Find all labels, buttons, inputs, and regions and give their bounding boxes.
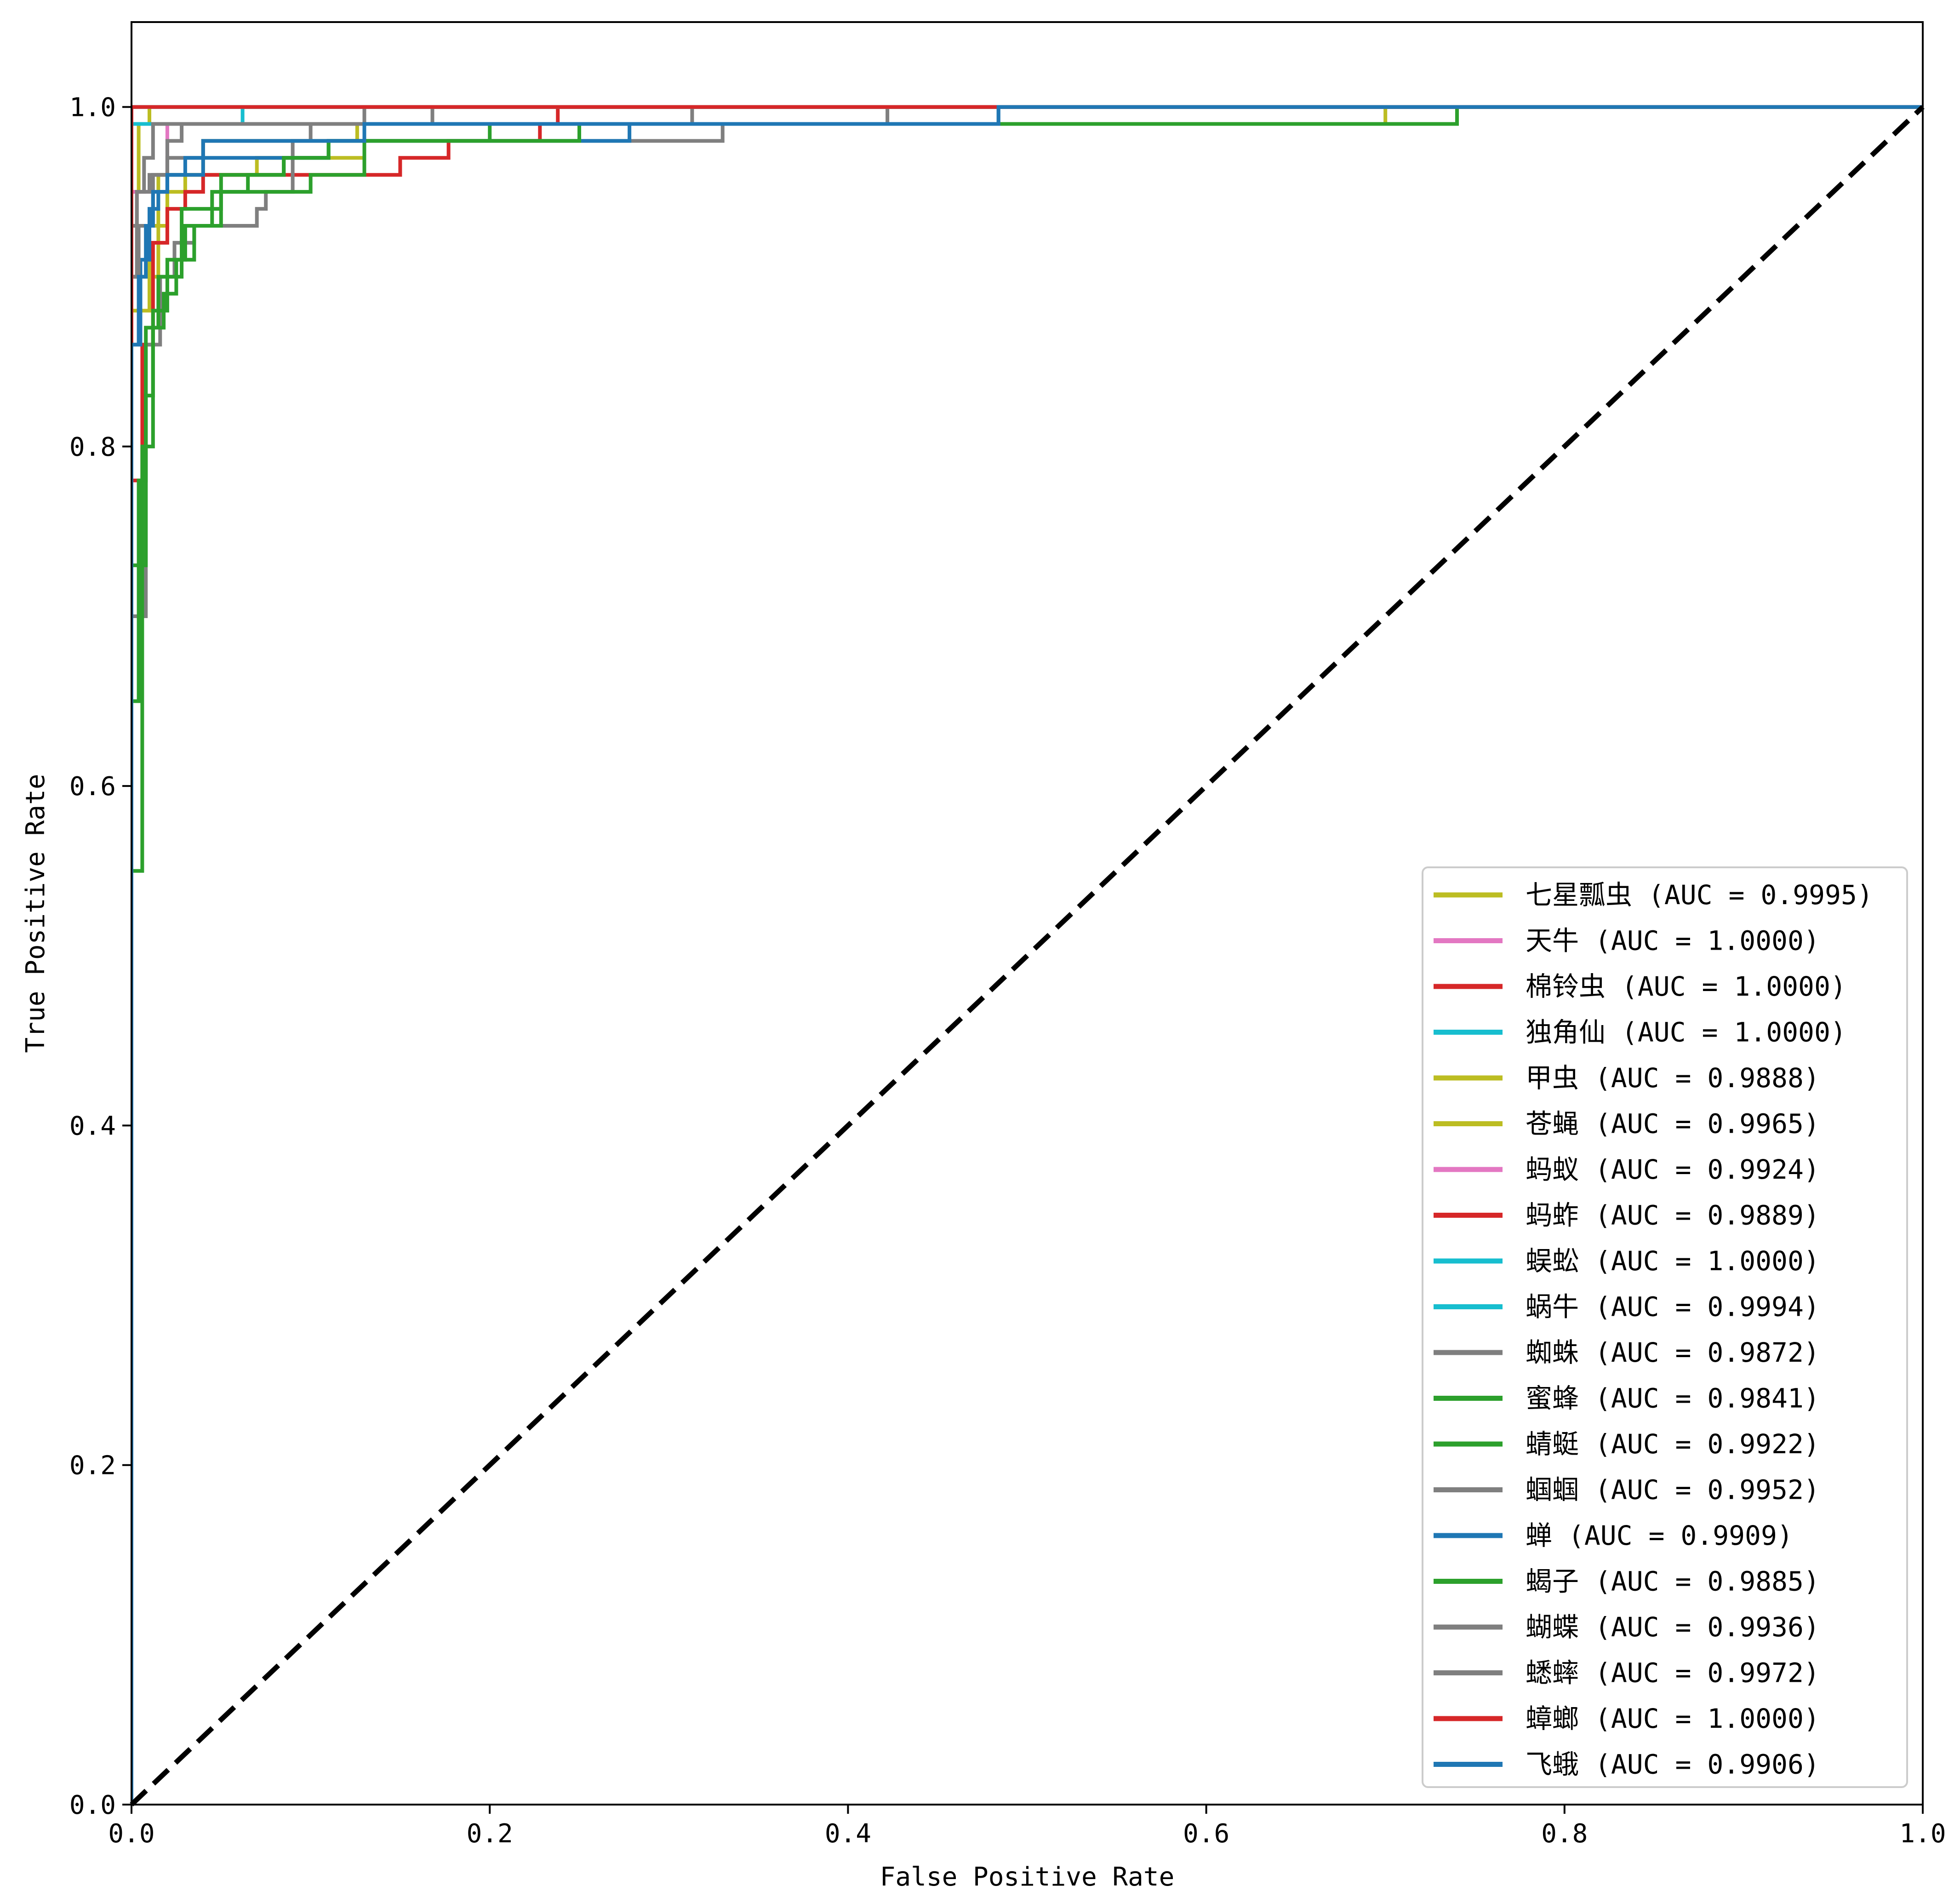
legend-label: 蝈蝈 (AUC = 0.9952) (1526, 1474, 1820, 1506)
legend-label: 蝎子 (AUC = 0.9885) (1526, 1566, 1820, 1597)
chance-diagonal-line (130, 105, 1925, 1806)
y-tick-label: 0.4 (69, 1111, 116, 1141)
x-tick-label: 0.4 (825, 1819, 871, 1849)
legend-label: 天牛 (AUC = 1.0000) (1526, 925, 1820, 957)
x-tick-label: 0.0 (108, 1819, 154, 1849)
legend-label: 蝉 (AUC = 0.9909) (1526, 1520, 1793, 1551)
legend-label: 蜈蚣 (AUC = 1.0000) (1526, 1245, 1820, 1277)
legend-label: 独角仙 (AUC = 1.0000) (1526, 1017, 1846, 1048)
legend-label: 棉铃虫 (AUC = 1.0000) (1526, 971, 1846, 1002)
roc-curve-18 (131, 105, 1923, 1805)
legend-label: 蜗牛 (AUC = 0.9994) (1526, 1291, 1820, 1323)
legend-label: 苍蝇 (AUC = 0.9965) (1526, 1108, 1820, 1140)
x-tick-label: 0.8 (1541, 1819, 1588, 1849)
legend-label: 蜘蛛 (AUC = 0.9872) (1526, 1337, 1820, 1368)
y-tick-label: 1.0 (69, 93, 116, 123)
y-axis-title: True Positive Rate (21, 774, 51, 1053)
x-axis-title: False Positive Rate (880, 1862, 1175, 1892)
legend-label: 蝴蝶 (AUC = 0.9936) (1526, 1611, 1820, 1643)
curves-layer (131, 105, 1923, 1805)
y-tick-label: 0.0 (69, 1790, 116, 1820)
legend-label: 甲虫 (AUC = 0.9888) (1526, 1062, 1820, 1094)
x-axis-ticks: 0.0 0.2 0.4 0.6 0.8 1.0 (108, 1805, 1946, 1849)
roc-curve-15 (131, 105, 1923, 1805)
legend-label: 蟋蟀 (AUC = 0.9972) (1526, 1657, 1820, 1689)
y-tick-label: 0.6 (69, 772, 116, 802)
y-axis-ticks: 0.0 0.2 0.4 0.6 0.8 1.0 (69, 93, 131, 1820)
x-tick-label: 0.2 (467, 1819, 513, 1849)
x-tick-label: 1.0 (1899, 1819, 1946, 1849)
roc-curve-16 (131, 105, 1923, 1805)
legend: 七星瓢虫 (AUC = 0.9995) 天牛 (AUC = 1.0000) 棉铃虫 … (1422, 866, 1908, 1788)
legend-box (1422, 866, 1908, 1788)
legend-label: 七星瓢虫 (AUC = 0.9995) (1526, 879, 1873, 911)
legend-label: 蚂蚱 (AUC = 0.9889) (1526, 1200, 1820, 1231)
y-tick-label: 0.2 (69, 1451, 116, 1481)
y-tick-label: 0.8 (69, 432, 116, 462)
plot-frame (131, 21, 1924, 1806)
roc-curve-20 (131, 105, 1923, 1805)
roc-curve-11 (131, 105, 1923, 1805)
legend-label: 飞蛾 (AUC = 0.9906) (1526, 1749, 1820, 1780)
legend-label: 蜻蜓 (AUC = 0.9922) (1526, 1428, 1820, 1460)
legend-label: 蚂蚁 (AUC = 0.9924) (1526, 1154, 1820, 1185)
legend-label: 蜜蜂 (AUC = 0.9841) (1526, 1383, 1820, 1414)
x-tick-label: 0.6 (1183, 1819, 1229, 1849)
roc-curve-17 (131, 105, 1923, 1805)
legend-label: 蟑螂 (AUC = 1.0000) (1526, 1703, 1820, 1734)
